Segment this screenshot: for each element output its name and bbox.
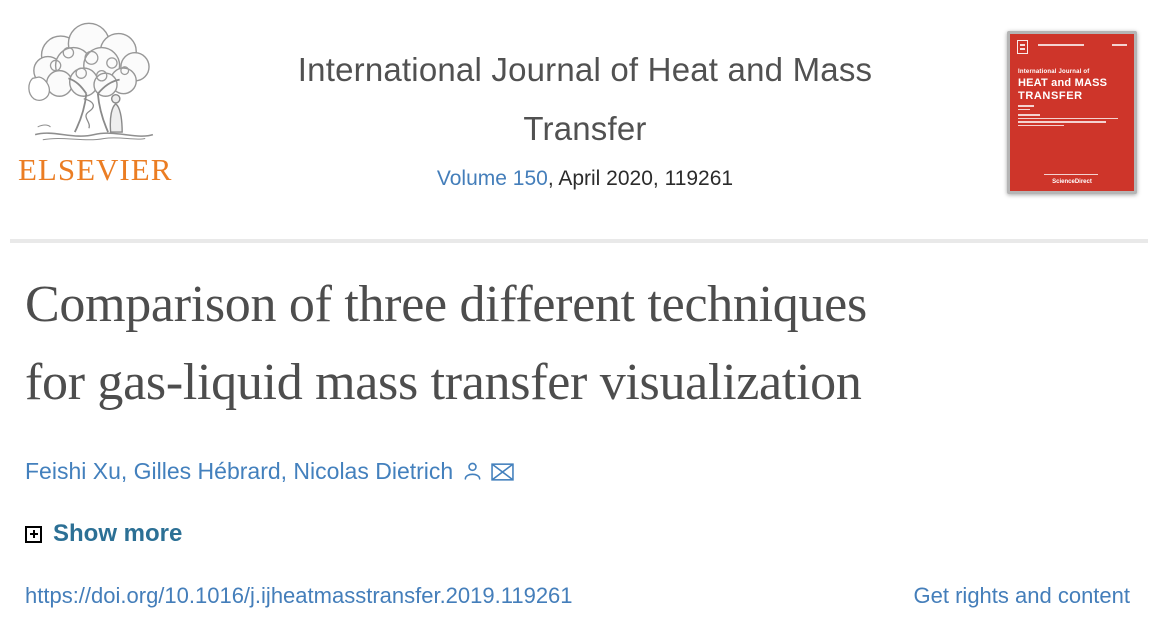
cover-sciencedirect-brand: ScienceDirect (1052, 179, 1092, 185)
cover-title-line2: TRANSFER (1018, 90, 1083, 102)
authors-list[interactable]: Feishi Xu, Gilles Hébrard, Nicolas Dietr… (25, 458, 454, 484)
journal-masthead: International Journal of Heat and Mass T… (190, 40, 980, 191)
volume-issue-line: Volume 150, April 2020, 119261 (190, 167, 980, 191)
author-icons (462, 461, 514, 482)
envelope-icon[interactable] (491, 462, 514, 481)
doi-link[interactable]: https://doi.org/10.1016/j.ijheatmasstran… (25, 583, 573, 608)
cover-title-line1: HEAT and MASS (1018, 77, 1108, 89)
doi-row: https://doi.org/10.1016/j.ijheatmasstran… (25, 583, 1130, 609)
issue-info-text: , April 2020, 119261 (547, 167, 734, 190)
elsevier-wordmark: ELSEVIER (18, 152, 173, 187)
article-title: Comparison of three different techniques… (25, 266, 1138, 422)
authors-row: Feishi Xu, Gilles Hébrard, Nicolas Dietr… (25, 458, 514, 485)
get-rights-link[interactable]: Get rights and content (913, 583, 1130, 608)
show-more-button[interactable]: Show more (25, 520, 182, 548)
header-divider (10, 239, 1148, 243)
journal-title-line1: International Journal of Heat and Mass (297, 51, 873, 88)
cover-elsevier-mark-icon (1017, 40, 1028, 54)
journal-cover-thumbnail[interactable]: International Journal of HEAT and MASS T… (1007, 31, 1137, 194)
article-title-line2: for gas-liquid mass transfer visualizati… (25, 354, 862, 411)
journal-title-link[interactable]: International Journal of Heat and Mass T… (190, 40, 980, 158)
elsevier-logo[interactable]: ELSEVIER (14, 22, 176, 188)
journal-title-line2: Transfer (523, 110, 647, 147)
person-icon[interactable] (462, 461, 483, 482)
plus-box-icon (25, 525, 42, 543)
volume-link[interactable]: Volume 150 (436, 167, 548, 190)
journal-cover-art: International Journal of HEAT and MASS T… (1010, 34, 1134, 191)
cover-journal-small-title: International Journal of (1018, 69, 1090, 75)
show-more-label: Show more (53, 520, 183, 547)
elsevier-tree-icon (28, 22, 154, 141)
article-title-line1: Comparison of three different techniques (25, 276, 867, 333)
